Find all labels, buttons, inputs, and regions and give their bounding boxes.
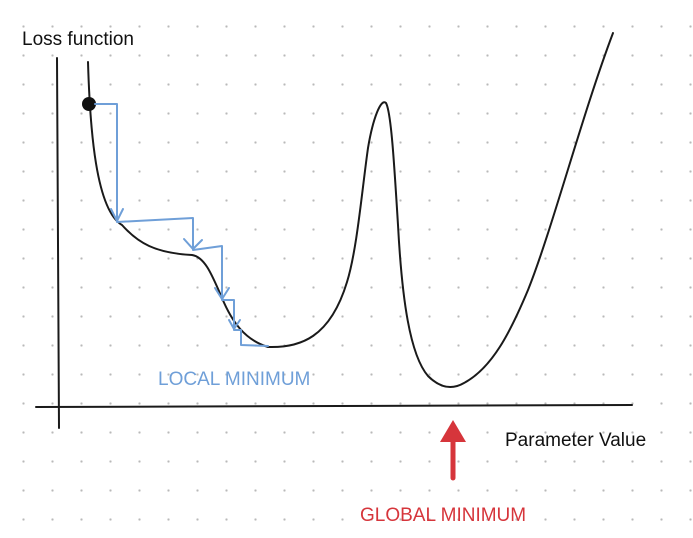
descent-arrowhead-4 [228,319,241,331]
global-minimum-label: GLOBAL MINIMUM [360,505,527,526]
descent-arrowhead-1 [110,208,124,224]
y-axis-label: Loss function [22,29,134,50]
y-axis [56,57,60,429]
local-minimum-label: LOCAL MINIMUM [158,369,311,390]
loss-curve [87,32,614,389]
descent-arrowhead-3 [214,287,230,301]
global-minimum-arrowhead [440,420,466,442]
start-point [82,97,96,111]
x-axis-label: Parameter Value [505,430,647,451]
descent-arrowhead-2 [183,238,203,251]
x-axis [35,404,633,408]
descent-steps [94,103,269,347]
